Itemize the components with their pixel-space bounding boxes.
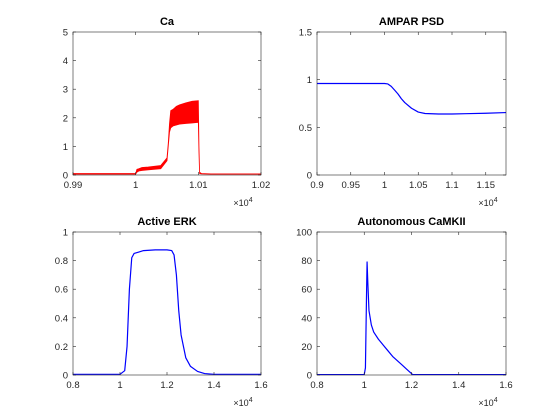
x-tick-label: 0.8: [310, 380, 323, 391]
y-tick-label: 0: [307, 371, 312, 382]
x-tick-label: 0.95: [342, 180, 361, 191]
x-tick-label: 1: [382, 180, 387, 191]
x-tick-label: 1.4: [452, 380, 465, 391]
x-tick-label: 1.02: [252, 180, 271, 191]
y-tick-label: 80: [301, 256, 312, 267]
x-tick-label: 1: [117, 380, 122, 391]
y-tick-label: 5: [63, 28, 68, 39]
y-tick-label: 0.2: [55, 342, 68, 353]
axis-box: [316, 31, 507, 176]
chart-title: Autonomous CaMKII: [357, 216, 465, 228]
subplot-erk: 0.8 1 1.2 1.4 1.6 0 0.2 0.4 0.6 0.8 1 Active ERK ×10…: [55, 216, 268, 408]
y-tick-label: 1: [63, 142, 68, 153]
subplot-camkii: 0.8 1 1.2 1.4 1.6 0 20 40 60 80 100 Autonomous CaMK…: [296, 216, 512, 408]
series-line-0: [73, 249, 261, 375]
plot-area: [73, 32, 261, 175]
x-tick-label: 1.15: [477, 180, 496, 191]
x-tick-label: 1: [133, 180, 138, 191]
subplot-ampar: 0.9 0.95 1 1.05 1.1 1.15 0 0.5 1 1.5 AMPAR PSD ×104: [299, 16, 507, 208]
plot-area: [73, 232, 261, 375]
y-tick-label: 0: [63, 171, 68, 182]
chart-title: Ca: [160, 16, 175, 28]
y-tick-label: 1.5: [299, 28, 312, 39]
y-tick-label: 1: [63, 228, 68, 239]
y-tick-label: 0: [307, 171, 312, 182]
y-tick-label: 0.6: [55, 285, 68, 296]
series-band-0: [73, 100, 261, 175]
y-tick-label: 1: [307, 75, 312, 86]
chart-title: Active ERK: [137, 216, 196, 228]
y-tick-label: 60: [301, 285, 312, 296]
x-tick-label: 1.05: [409, 180, 428, 191]
x-exponent-power: 4: [494, 397, 498, 404]
y-tick-label: 0: [63, 371, 68, 382]
x-exponent-label: ×104: [233, 197, 252, 208]
x-tick-label: 1.01: [189, 180, 208, 191]
y-tick-label: 4: [63, 56, 68, 67]
x-tick-label: 1.6: [254, 380, 267, 391]
axis-box: [72, 31, 262, 176]
x-exponent-base: ×10: [233, 398, 248, 408]
x-exponent-power: 4: [249, 397, 253, 404]
x-tick-label: 0.9: [310, 180, 323, 191]
x-tick-label: 1.6: [499, 380, 512, 391]
x-tick-label: 1.1: [445, 180, 458, 191]
x-exponent-label: ×104: [478, 197, 497, 208]
x-exponent-label: ×104: [478, 397, 497, 408]
plot-area: [317, 232, 506, 375]
x-tick-label: 0.99: [64, 180, 83, 191]
y-tick-label: 2: [63, 113, 68, 124]
y-tick-label: 100: [296, 228, 312, 239]
x-exponent-base: ×10: [478, 198, 493, 208]
x-exponent-power: 4: [249, 197, 253, 204]
x-tick-label: 1.2: [160, 380, 173, 391]
y-tick-label: 0.5: [299, 123, 312, 134]
y-tick-label: 0.4: [55, 313, 68, 324]
y-tick-label: 0.8: [55, 256, 68, 267]
series-line-0: [317, 82, 506, 115]
x-exponent-base: ×10: [233, 198, 248, 208]
series-line-0: [317, 261, 506, 375]
x-tick-label: 1.2: [405, 380, 418, 391]
x-tick-label: 0.8: [66, 380, 79, 391]
x-tick-label: 1.4: [207, 380, 220, 391]
y-tick-label: 20: [301, 342, 312, 353]
chart-title: AMPAR PSD: [379, 16, 444, 28]
x-exponent-base: ×10: [478, 398, 493, 408]
y-tick-label: 40: [301, 313, 312, 324]
x-tick-label: 1: [362, 380, 367, 391]
y-tick-label: 3: [63, 85, 68, 96]
x-exponent-power: 4: [494, 197, 498, 204]
plot-area: [317, 32, 506, 175]
x-exponent-label: ×104: [233, 397, 252, 408]
